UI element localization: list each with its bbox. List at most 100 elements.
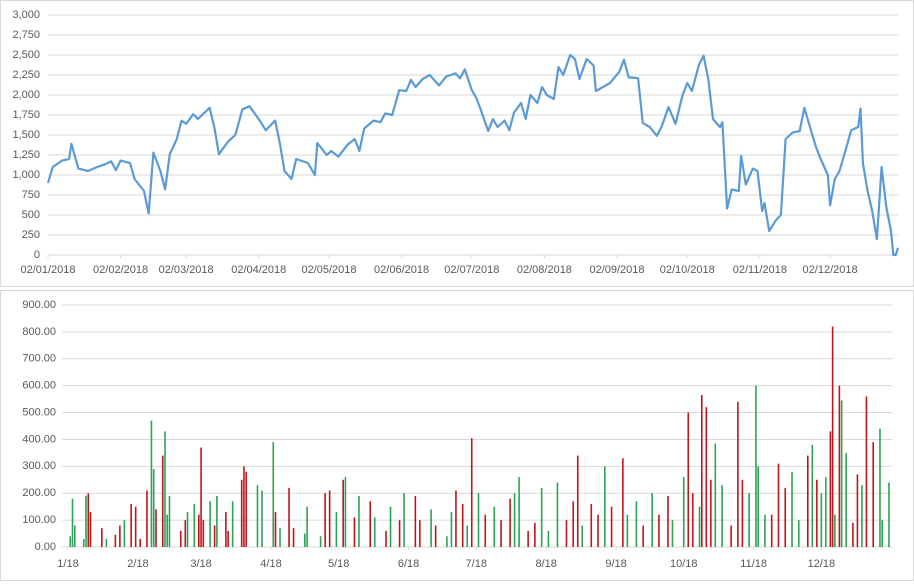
bar xyxy=(581,525,584,547)
bar xyxy=(373,517,376,547)
x-tick-label: 02/08/2018 xyxy=(517,264,572,276)
bar xyxy=(466,525,469,547)
x-tick-label: 02/12/2018 xyxy=(803,264,858,276)
x-tick-label: 02/01/2018 xyxy=(20,264,75,276)
bar xyxy=(130,503,132,547)
x-tick-label: 1/18 xyxy=(57,558,78,570)
bar xyxy=(89,512,92,547)
bar xyxy=(856,474,859,547)
bar xyxy=(119,525,121,547)
bar xyxy=(335,512,338,547)
bar xyxy=(434,525,437,547)
bar xyxy=(414,495,417,547)
bar xyxy=(714,443,717,547)
bar xyxy=(288,487,290,547)
bar xyxy=(292,528,295,547)
bar xyxy=(105,538,108,547)
bar xyxy=(671,520,674,547)
bar xyxy=(450,512,453,547)
bar xyxy=(389,506,392,547)
y-tick-label: 1,500 xyxy=(12,129,40,141)
bar xyxy=(770,514,773,547)
bar xyxy=(651,493,653,547)
bar xyxy=(243,466,245,547)
bar xyxy=(811,444,814,547)
y-tick-label: 100.00 xyxy=(22,514,56,526)
bar xyxy=(101,528,103,547)
bar xyxy=(590,503,593,547)
x-tick-label: 5/18 xyxy=(328,558,349,570)
x-tick-label: 8/18 xyxy=(535,558,556,570)
bar xyxy=(256,485,259,547)
bar xyxy=(807,455,809,547)
x-tick-label: 12/18 xyxy=(808,558,836,570)
bar xyxy=(139,538,141,547)
bar xyxy=(319,536,322,547)
bar xyxy=(764,514,766,547)
bar xyxy=(304,533,306,547)
bar xyxy=(534,522,536,547)
y-tick-label: 200.00 xyxy=(22,487,56,499)
bar xyxy=(82,538,85,547)
bar xyxy=(556,482,559,547)
bar xyxy=(829,431,832,547)
bar xyxy=(682,477,685,547)
bar xyxy=(872,442,875,547)
bar xyxy=(344,477,347,547)
x-tick-label: 3/18 xyxy=(190,558,211,570)
bar xyxy=(225,512,227,547)
bar xyxy=(565,520,568,547)
bar xyxy=(179,530,182,547)
y-tick-label: 500 xyxy=(22,209,40,221)
y-tick-label: 400.00 xyxy=(22,433,56,445)
bar xyxy=(274,512,277,547)
bar xyxy=(691,493,694,547)
bar xyxy=(741,479,744,547)
bar xyxy=(306,506,308,547)
bar xyxy=(245,471,247,547)
bar xyxy=(446,536,448,547)
bar xyxy=(576,455,579,547)
bar xyxy=(161,455,164,547)
bar xyxy=(642,525,644,547)
bar xyxy=(328,490,331,547)
bar xyxy=(150,420,153,547)
bar xyxy=(845,452,847,547)
bar xyxy=(710,479,712,547)
x-tick-label: 6/18 xyxy=(398,558,419,570)
bar xyxy=(123,520,126,547)
y-tick-label: 2,750 xyxy=(12,29,40,41)
bar xyxy=(114,534,117,547)
bar xyxy=(193,503,196,547)
bar xyxy=(470,438,473,547)
bar xyxy=(213,525,216,547)
bar xyxy=(198,514,200,547)
x-tick-label: 02/09/2018 xyxy=(589,264,644,276)
bar xyxy=(518,477,520,547)
y-tick-label: 600.00 xyxy=(22,380,56,392)
bar xyxy=(85,495,87,547)
bar xyxy=(279,528,281,547)
bar xyxy=(700,395,703,547)
bar xyxy=(881,520,884,547)
bar xyxy=(261,490,263,547)
bar xyxy=(461,503,464,547)
bar xyxy=(369,501,372,547)
y-tick-label: 250 xyxy=(22,229,40,241)
bar xyxy=(164,431,166,547)
bar xyxy=(820,493,823,547)
y-tick-label: 1,250 xyxy=(12,149,40,161)
bar xyxy=(202,520,205,547)
bar xyxy=(667,495,669,547)
x-tick-label: 02/07/2018 xyxy=(444,264,499,276)
x-tick-label: 2/18 xyxy=(127,558,148,570)
bar xyxy=(597,514,599,547)
bar xyxy=(227,530,229,547)
bar xyxy=(879,428,881,547)
bar xyxy=(791,471,793,547)
bar xyxy=(73,525,76,547)
bar xyxy=(493,506,496,547)
bar xyxy=(134,506,137,547)
bar xyxy=(757,466,759,547)
